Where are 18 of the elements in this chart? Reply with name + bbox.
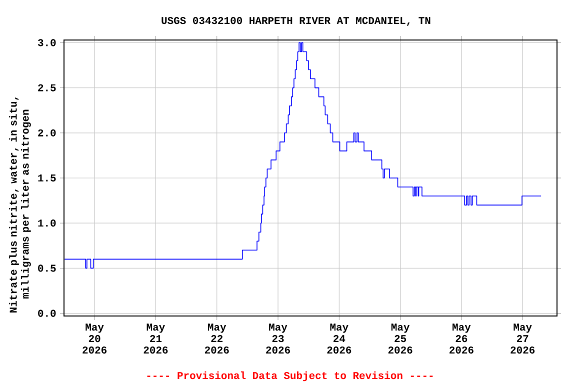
x-tick-label: May 25 2026 [388,324,412,354]
y-tick-label: 1.5 [38,174,56,182]
y-tick-label: 3.0 [38,39,56,46]
x-tick-label: May 27 2026 [510,324,535,354]
y-tick-label: 2.5 [38,84,56,92]
y-tick-label: 2.0 [38,130,56,137]
y-tick-label: 0.5 [38,264,56,272]
x-tick-label: May 21 2026 [144,324,168,354]
text: ---- Provisional Data Subject to Revision ---- [147,372,433,382]
x-tick-label: May 23 2026 [266,324,290,354]
x-tick-label: May 22 2026 [204,324,229,354]
x-tick-label: May 26 2026 [450,324,474,354]
x-tick-label: May 24 2026 [327,324,352,354]
y-tick-label: 1.0 [38,220,56,227]
y-axis-title: Nitrate plus nitrite, water, in situ, milligrams per liter as nitrogen [9,98,31,313]
y-tick-label: 0.0 [38,310,56,318]
x-tick-label: May 20 2026 [82,324,107,354]
chart-title: USGS 03432100 HARPETH RIVER AT MCDANIEL, TN [162,17,430,26]
